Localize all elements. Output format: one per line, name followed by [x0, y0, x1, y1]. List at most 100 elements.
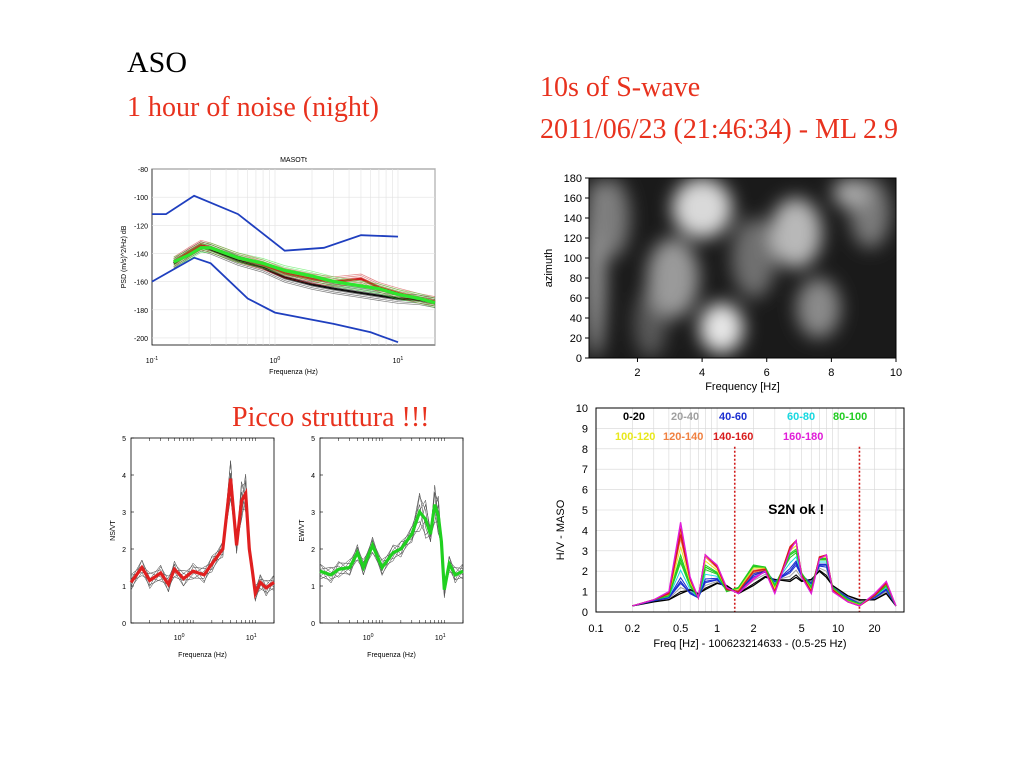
s2n-annotation: S2N ok ! [768, 501, 824, 517]
hv-curve [632, 522, 897, 607]
chart-title: MASOTt [280, 157, 307, 164]
legend-entry: 160-180 [783, 431, 823, 443]
y-tick-label: 5 [122, 436, 126, 443]
y-tick-label: 80 [570, 273, 582, 285]
x-tick-label: 0.2 [625, 623, 640, 635]
x-tick-label: 101 [246, 633, 257, 642]
mean-ratio-line [319, 504, 464, 590]
x-tick-label: 2 [634, 367, 640, 379]
y-axis-label: PSD (m/s)^2/Hz) dB [121, 225, 128, 288]
x-tick-label: 101 [393, 356, 404, 365]
y-tick-label: 10 [576, 403, 588, 415]
ns-vt-chart: 0 1 2 3 4 5 100 101 Frequenza (Hz) NS/VT [110, 436, 275, 659]
y-tick-label: 60 [570, 293, 582, 305]
heatmap-blob [731, 218, 776, 298]
x-tick-label: 5 [799, 623, 805, 635]
y-tick-label: -100 [134, 195, 148, 202]
heatmap-cells [589, 178, 891, 358]
y-tick-label: 5 [582, 505, 588, 517]
y-tick-label: 4 [311, 473, 315, 480]
noise-subtitle: 1 hour of noise (night) [127, 92, 379, 123]
y-axis-label: H/V - MASO [555, 499, 567, 560]
x-tick-label: 100 [363, 633, 374, 642]
y-tick-label: -200 [134, 336, 148, 343]
spectrum-line [173, 246, 436, 305]
legend-entry: 120-140 [663, 431, 703, 443]
y-tick-label: 3 [122, 510, 126, 517]
legend-entry: 140-160 [713, 431, 753, 443]
spectrum-line [173, 252, 436, 308]
legend-entry: 80-100 [833, 411, 867, 423]
noise-model-line [151, 256, 399, 344]
y-tick-label: -180 [134, 308, 148, 315]
y-tick-label: 1 [311, 584, 315, 591]
y-tick-label: 1 [582, 587, 588, 599]
x-axis-label: Frequency [Hz] [705, 381, 780, 393]
swave-title: 10s of S-wave [540, 72, 701, 103]
peak-note: Picco struttura !!! [232, 402, 430, 433]
legend-entry: 40-60 [719, 411, 747, 423]
x-axis-label: Frequenza (Hz) [367, 652, 416, 659]
legend-entry: 60-80 [787, 411, 815, 423]
x-axis-label: Frequenza (Hz) [269, 369, 318, 376]
x-tick-label: 10 [832, 623, 844, 635]
x-tick-label: 8 [828, 367, 834, 379]
spectrum-line [173, 242, 436, 299]
y-axis-label: azimuth [543, 249, 555, 288]
legend-entry: 20-40 [671, 411, 699, 423]
y-tick-label: 0 [122, 621, 126, 628]
spectrum-line [173, 250, 436, 308]
y-tick-label: 0 [576, 353, 582, 365]
y-tick-label: 140 [564, 213, 582, 225]
x-tick-label: 6 [764, 367, 770, 379]
plot-frame [595, 407, 905, 613]
spectrum-line [173, 250, 436, 307]
plot-frame [130, 437, 275, 624]
legend-entry: 0-20 [623, 411, 645, 423]
y-tick-label: -80 [138, 167, 148, 174]
y-tick-label: 0 [582, 607, 588, 619]
x-tick-label: 10 [890, 367, 902, 379]
event-line: 2011/06/23 (21:46:34) - ML 2.9 [540, 114, 899, 145]
heatmap-blob [647, 238, 700, 318]
y-axis-label: NS/VT [110, 519, 117, 540]
hv-curve [632, 549, 897, 607]
heatmap-blob [593, 178, 630, 258]
x-tick-label: 0.1 [588, 623, 603, 635]
x-tick-label: 0.5 [673, 623, 688, 635]
x-tick-label: 1 [714, 623, 720, 635]
psd-chart: -80 -100 -120 -140 -160 -180 -200 10-1 100 101 MAS… [121, 157, 436, 376]
heatmap-blob [769, 198, 822, 268]
y-tick-label: 0 [311, 621, 315, 628]
spectrum-line [173, 244, 436, 300]
azimuth-heatmap: 0 20 40 60 80 100 120 140 160 180 2 4 6 8 10 Frequency … [543, 173, 902, 393]
station-title: ASO [127, 46, 188, 79]
y-tick-label: 3 [311, 510, 315, 517]
y-tick-label: 3 [582, 546, 588, 558]
y-tick-label: 1 [122, 584, 126, 591]
y-tick-label: 20 [570, 333, 582, 345]
heatmap-blob [796, 278, 841, 338]
y-tick-label: 2 [311, 547, 315, 554]
x-axis-label: Freq [Hz] - 100623214633 - (0.5-25 Hz) [653, 638, 846, 650]
y-tick-label: 4 [582, 525, 588, 537]
x-tick-label: 4 [699, 367, 705, 379]
x-tick-label: 100 [174, 633, 185, 642]
y-tick-label: 160 [564, 193, 582, 205]
hv-chart: 0 1 2 3 4 5 6 7 8 9 10 0.1 0.2 0.5 1 2 5 10 20 0-20 20-40 40-… [555, 403, 905, 650]
y-tick-label: 2 [582, 566, 588, 578]
heatmap-blob [672, 178, 733, 238]
y-tick-label: 8 [582, 444, 588, 456]
y-tick-label: 5 [311, 436, 315, 443]
y-tick-label: 2 [122, 547, 126, 554]
x-axis-label: Frequenza (Hz) [178, 652, 227, 659]
y-tick-label: 4 [122, 473, 126, 480]
x-tick-label: 100 [270, 356, 281, 365]
x-tick-label: 10-1 [146, 356, 159, 365]
heatmap-blob [832, 178, 869, 208]
y-axis-label: EW/VT [299, 519, 306, 542]
hv-curve [632, 570, 897, 607]
ew-vt-chart: 0 1 2 3 4 5 100 101 Frequenza (Hz) EW/VT [299, 436, 464, 659]
x-tick-label: 101 [435, 633, 446, 642]
y-tick-label: -120 [134, 223, 148, 230]
